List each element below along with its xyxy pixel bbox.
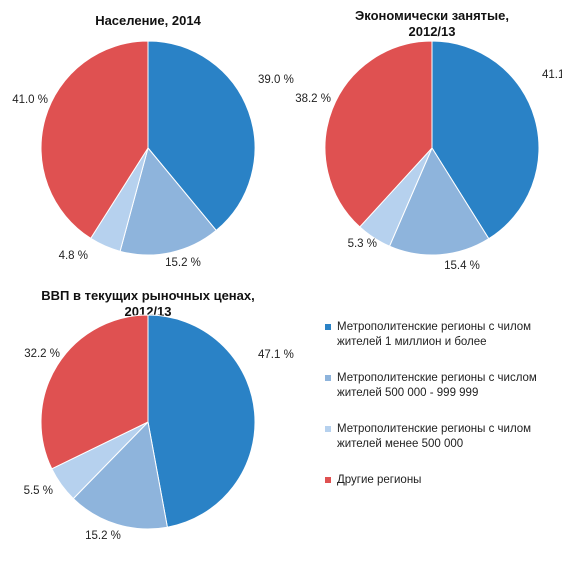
data-label-metro-1m: 47.1 % bbox=[258, 349, 294, 361]
data-label-other: 38.2 % bbox=[295, 93, 331, 105]
pie-gdp: 47.1 % 15.2 % 5.5 % 32.2 % bbox=[24, 314, 294, 542]
legend-item-metro-500k: Метрополитенские регионы с числом жителе… bbox=[325, 371, 561, 401]
pie-slice-metro-500k bbox=[119, 146, 217, 256]
legend-label-line1: Метрополитенские регионы с чилом bbox=[337, 321, 532, 333]
data-label-metro-1m: 41.1 % bbox=[542, 69, 562, 81]
data-label-metro-small: 4.8 % bbox=[59, 250, 88, 262]
pie-slice-other bbox=[40, 314, 149, 470]
legend-swatch bbox=[325, 426, 331, 432]
pie-slice-other bbox=[324, 40, 433, 228]
legend-item-metro-1m: Метрополитенские регионы с чилом жителей… bbox=[325, 320, 561, 350]
pie-employed: 41.1 % 15.4 % 5.3 % 38.2 % bbox=[295, 40, 562, 272]
chart-gdp: ВВП в текущих рыночных ценах, 2012/13 47… bbox=[24, 288, 294, 542]
chart-legend: Метрополитенские регионы с чилом жителей… bbox=[325, 320, 561, 509]
data-label-metro-500k: 15.4 % bbox=[444, 260, 480, 272]
chart-employed: Экономически занятые, 2012/13 41.1 % 15.4… bbox=[295, 8, 562, 272]
data-label-other: 41.0 % bbox=[12, 94, 48, 106]
pie-slice-metro-500k bbox=[388, 146, 490, 256]
chart-title-employed-line2: 2012/13 bbox=[409, 24, 456, 39]
legend-swatch bbox=[325, 324, 331, 330]
chart-title-gdp-line1: ВВП в текущих рыночных ценах, bbox=[41, 288, 254, 303]
chart-title-population-line1: Население, 2014 bbox=[95, 13, 201, 28]
chart-title-employed-line1: Экономически занятые, bbox=[355, 8, 509, 23]
legend-label-line2: жителей менее 500 000 bbox=[337, 438, 464, 450]
pie-slice-metro-1m bbox=[147, 40, 256, 232]
data-label-metro-500k: 15.2 % bbox=[85, 530, 121, 542]
pie-slice-metro-500k bbox=[72, 420, 168, 530]
legend-label-line1: Метрополитенские регионы с чилом bbox=[337, 423, 532, 435]
data-label-metro-1m: 39.0 % bbox=[258, 74, 294, 86]
legend-label-line2: жителей 500 000 - 999 999 bbox=[337, 387, 479, 399]
legend-swatch bbox=[325, 477, 331, 483]
legend-label-line2: жителей 1 миллион и более bbox=[337, 336, 487, 348]
legend-item-metro-small: Метрополитенские регионы с чилом жителей… bbox=[325, 422, 561, 452]
data-label-metro-small: 5.5 % bbox=[24, 485, 53, 497]
pie-slice-metro-1m bbox=[147, 314, 256, 528]
pie-population: 39.0 % 15.2 % 4.8 % 41.0 % bbox=[12, 40, 294, 269]
pie-slice-other bbox=[40, 40, 149, 240]
data-label-other: 32.2 % bbox=[24, 348, 60, 360]
legend-swatch bbox=[325, 375, 331, 381]
pie-slice-metro-1m bbox=[431, 40, 540, 240]
legend-item-other: Другие регионы bbox=[325, 473, 561, 488]
legend-label-line1: Метрополитенские регионы с числом bbox=[337, 372, 537, 384]
data-label-metro-small: 5.3 % bbox=[348, 238, 377, 250]
data-label-metro-500k: 15.2 % bbox=[165, 257, 201, 269]
chart-population: Население, 2014 39.0 % 15.2 % 4.8 % 41.0 % bbox=[12, 13, 294, 269]
legend-label-line1: Другие регионы bbox=[337, 474, 422, 486]
